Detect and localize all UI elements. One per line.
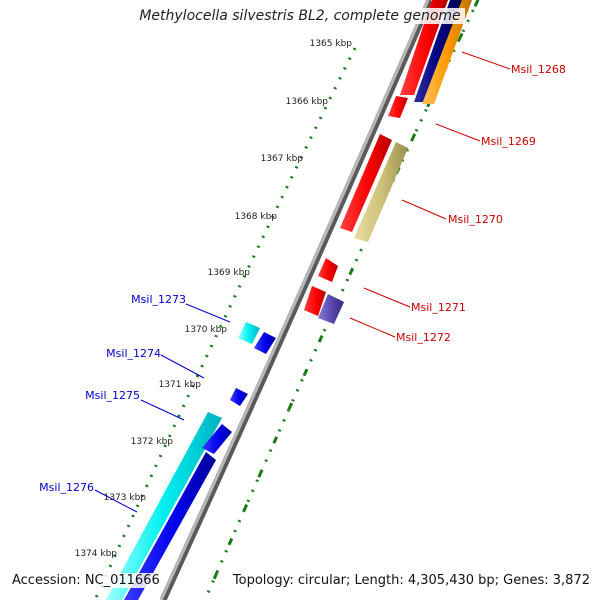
- leader-line: [185, 303, 231, 323]
- gene-label[interactable]: Msil_1271: [411, 301, 466, 314]
- backbone: [159, 0, 434, 600]
- gene-msil-1273[interactable]: [238, 322, 260, 344]
- leader-line: [461, 51, 511, 70]
- forward-gene-labels: Msil_1268 Msil_1269 Msil_1270 Msil_1271 Msil…: [349, 51, 566, 344]
- leader-line: [363, 287, 411, 308]
- leader-line: [94, 489, 138, 513]
- gene-msil-1269[interactable]: [388, 96, 408, 118]
- gene-label[interactable]: Msil_1274: [106, 347, 161, 360]
- gene-msil-1271[interactable]: [318, 258, 338, 282]
- tick-label: 1373 kbp: [104, 493, 147, 503]
- leader-line: [349, 317, 396, 338]
- tick-labels: 1365 kbp 1366 kbp 1367 kbp 1368 kbp 1369 kbp…: [75, 39, 353, 559]
- accession-text: Accession: NC_011666: [10, 573, 162, 588]
- gene-msil-1272[interactable]: [318, 294, 344, 324]
- gene-msil-1276[interactable]: [124, 452, 216, 600]
- gene-msil-1270b[interactable]: [354, 142, 408, 242]
- tick-label: 1365 kbp: [310, 39, 353, 49]
- gene-msil-1274[interactable]: [230, 388, 248, 406]
- reverse-genes: [106, 322, 276, 600]
- forward-genes: [304, 0, 472, 324]
- map-title: Methylocella silvestris BL2, complete ge…: [0, 8, 600, 24]
- tick-label: 1371 kbp: [159, 380, 202, 390]
- tick-label: 1370 kbp: [185, 325, 228, 335]
- tick-label: 1367 kbp: [261, 154, 304, 164]
- map-title-text: Methylocella silvestris BL2, complete ge…: [135, 8, 465, 24]
- gene-msil-1270[interactable]: [340, 134, 392, 232]
- gene-msil-1275b[interactable]: [202, 424, 232, 454]
- gene-orange[interactable]: [422, 0, 472, 104]
- gene-label[interactable]: Msil_1275: [85, 389, 140, 402]
- gene-msil-1275[interactable]: [106, 412, 222, 600]
- leader-line: [401, 199, 447, 220]
- tick-label: 1366 kbp: [286, 97, 329, 107]
- leader-line: [435, 123, 481, 142]
- gene-label[interactable]: Msil_1276: [39, 481, 94, 494]
- gene-label[interactable]: Msil_1273: [131, 293, 186, 306]
- gene-label[interactable]: Msil_1270: [448, 213, 503, 226]
- gene-label[interactable]: Msil_1272: [396, 331, 451, 344]
- tick-label: 1374 kbp: [75, 549, 118, 559]
- gene-label[interactable]: Msil_1268: [511, 63, 566, 76]
- leader-line: [160, 354, 205, 379]
- gene-msil-1273b[interactable]: [254, 332, 276, 354]
- genome-summary-text: Topology: circular; Length: 4,305,430 bp…: [230, 573, 592, 588]
- reverse-gene-labels: Msil_1273 Msil_1274 Msil_1275 Msil_1276: [39, 293, 231, 513]
- leader-line: [140, 399, 185, 421]
- tick-label: 1368 kbp: [235, 212, 278, 222]
- tick-label: 1372 kbp: [131, 437, 174, 447]
- outer-tick-ring: [93, 47, 357, 600]
- tick-label: 1369 kbp: [208, 268, 251, 278]
- gene-msil-1268b[interactable]: [414, 0, 462, 102]
- gene-msil-1272a[interactable]: [304, 286, 326, 316]
- gene-label[interactable]: Msil_1269: [481, 135, 536, 148]
